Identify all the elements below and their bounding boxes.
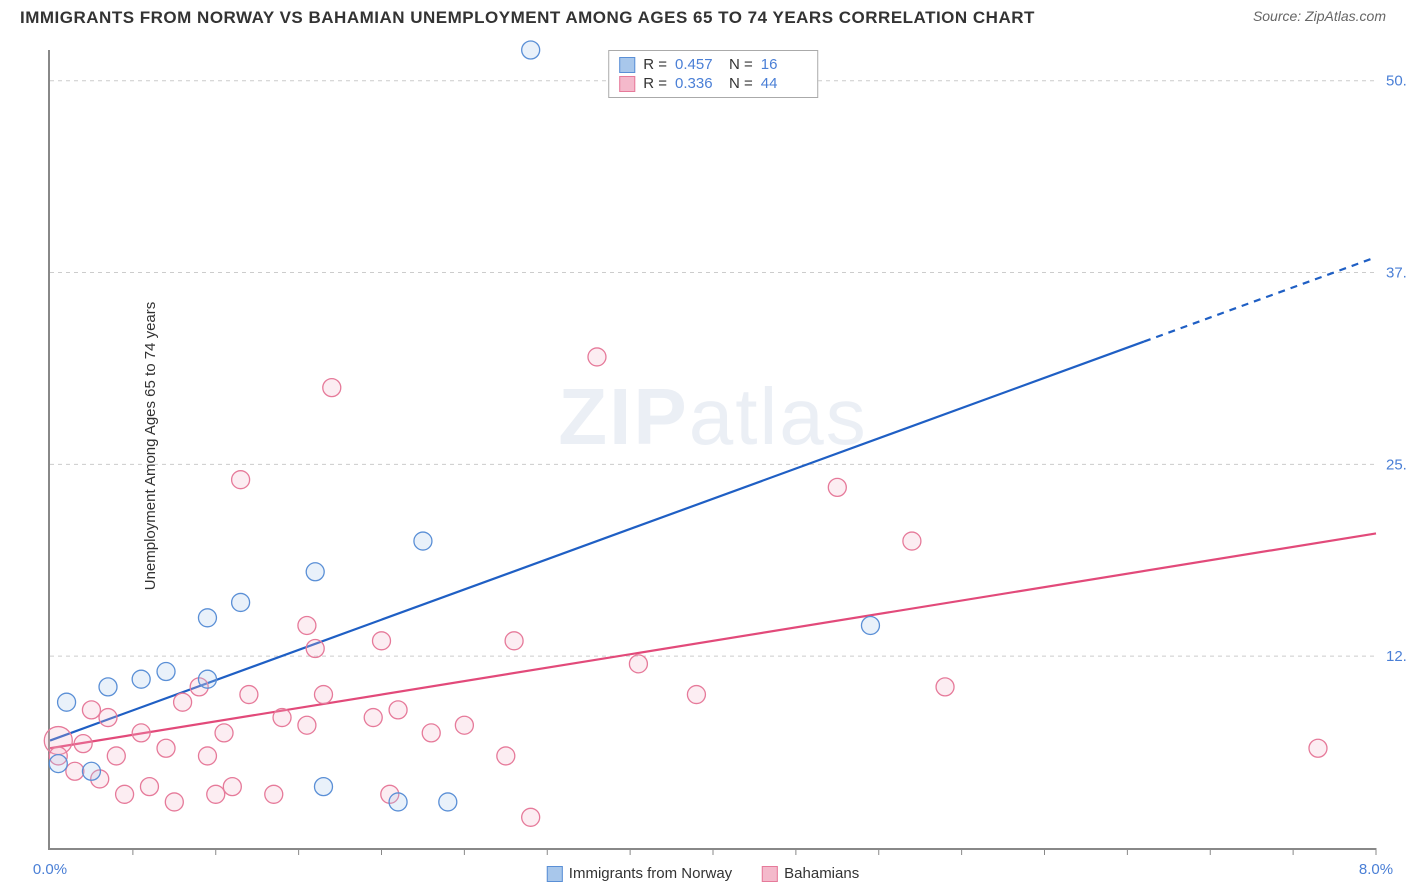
corr-row-series2: R = 0.336 N = 44 xyxy=(619,74,807,93)
source-label: Source: xyxy=(1253,8,1301,24)
n-value-2: 44 xyxy=(761,75,807,92)
svg-text:37.5%: 37.5% xyxy=(1386,265,1406,282)
r-value-1: 0.457 xyxy=(675,56,721,73)
n-label-2: N = xyxy=(729,75,753,92)
legend-swatch-series2 xyxy=(762,866,778,882)
r-value-2: 0.336 xyxy=(675,75,721,92)
swatch-series2 xyxy=(619,76,635,92)
svg-text:25.0%: 25.0% xyxy=(1386,456,1406,473)
plot-area: 12.5%25.0%37.5%50.0%0.0%8.0% ZIPatlas R … xyxy=(48,50,1376,850)
chart-title: IMMIGRANTS FROM NORWAY VS BAHAMIAN UNEMP… xyxy=(20,8,1035,28)
n-label-1: N = xyxy=(729,56,753,73)
chart-header: IMMIGRANTS FROM NORWAY VS BAHAMIAN UNEMP… xyxy=(0,0,1406,32)
correlation-legend: R = 0.457 N = 16 R = 0.336 N = 44 xyxy=(608,50,818,98)
bottom-legend: Immigrants from Norway Bahamians xyxy=(547,865,859,882)
plot-svg: 12.5%25.0%37.5%50.0%0.0%8.0% xyxy=(50,50,1376,848)
r-label-2: R = xyxy=(643,75,667,92)
svg-text:50.0%: 50.0% xyxy=(1386,73,1406,90)
svg-text:12.5%: 12.5% xyxy=(1386,648,1406,665)
svg-text:0.0%: 0.0% xyxy=(33,861,67,878)
source-attribution: Source: ZipAtlas.com xyxy=(1253,8,1386,24)
chart-area: 12.5%25.0%37.5%50.0%0.0%8.0% ZIPatlas R … xyxy=(48,50,1376,850)
r-label-1: R = xyxy=(643,56,667,73)
n-value-1: 16 xyxy=(761,56,807,73)
legend-item-series1: Immigrants from Norway xyxy=(547,865,732,882)
corr-row-series1: R = 0.457 N = 16 xyxy=(619,55,807,74)
legend-swatch-series1 xyxy=(547,866,563,882)
legend-label-series1: Immigrants from Norway xyxy=(569,865,732,882)
svg-text:8.0%: 8.0% xyxy=(1359,861,1393,878)
swatch-series1 xyxy=(619,57,635,73)
legend-item-series2: Bahamians xyxy=(762,865,859,882)
source-value: ZipAtlas.com xyxy=(1305,8,1386,24)
legend-label-series2: Bahamians xyxy=(784,865,859,882)
